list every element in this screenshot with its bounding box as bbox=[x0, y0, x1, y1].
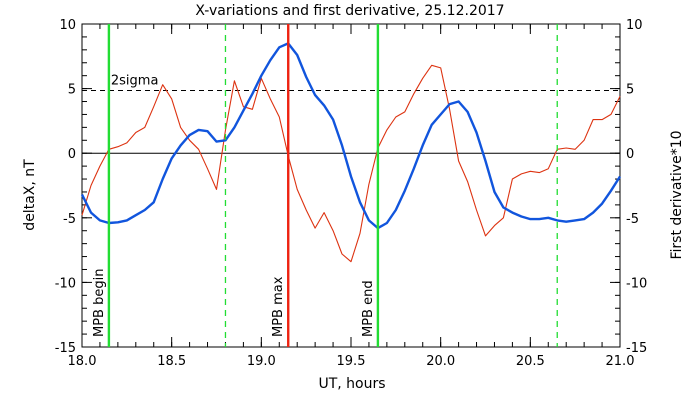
y-tick-label-right: 0 bbox=[626, 147, 634, 162]
y-axis-label-right: First derivative*10 bbox=[669, 130, 685, 259]
y-tick-label-right: 10 bbox=[626, 18, 643, 33]
threshold-label: 2sigma bbox=[111, 74, 159, 89]
x-axis-label: UT, hours bbox=[318, 376, 385, 392]
y-tick-label-right: -5 bbox=[626, 212, 639, 227]
series-derivative-line bbox=[81, 64, 621, 263]
y-tick-labels-left: 10 5 0 -5 -10 -15 bbox=[55, 18, 76, 356]
y-tick-labels-right: 10 5 0 -5 -10 -15 bbox=[626, 18, 647, 356]
y-tick-label-left: -15 bbox=[55, 341, 76, 356]
vline-label-2: MPB max bbox=[271, 276, 286, 337]
y-tick-label-left: 5 bbox=[68, 83, 76, 98]
x-tick-label: 21.0 bbox=[606, 354, 635, 369]
x-tick-label: 18.5 bbox=[157, 354, 186, 369]
series-deltax-line bbox=[80, 42, 622, 230]
y-tick-label-left: -10 bbox=[55, 276, 76, 291]
y-tick-label-left: -5 bbox=[63, 212, 76, 227]
plot-area: 2sigma MPB begin MPB max MPB end bbox=[80, 23, 622, 348]
chart-title: X-variations and first derivative, 25.12… bbox=[195, 3, 504, 19]
vline-label-0: MPB begin bbox=[92, 269, 107, 337]
x-tick-label: 18.0 bbox=[68, 354, 97, 369]
y-tick-label-right: 5 bbox=[626, 83, 634, 98]
x-tick-label: 20.5 bbox=[516, 354, 545, 369]
y-tick-label-left: 10 bbox=[59, 18, 76, 33]
y-axis-label-left: deltaX, nT bbox=[22, 159, 38, 231]
x-tick-label: 19.0 bbox=[247, 354, 276, 369]
y-tick-label-right: -10 bbox=[626, 276, 647, 291]
plot-frame bbox=[81, 23, 621, 348]
x-tick-label: 20.0 bbox=[426, 354, 455, 369]
y-tick-label-left: 0 bbox=[68, 147, 76, 162]
x-tick-labels: 18.0 18.5 19.0 19.5 20.0 20.5 21.0 bbox=[68, 354, 635, 369]
x-tick-label: 19.5 bbox=[337, 354, 366, 369]
y-tick-label-right: -15 bbox=[626, 341, 647, 356]
vline-label-3: MPB end bbox=[361, 280, 376, 337]
